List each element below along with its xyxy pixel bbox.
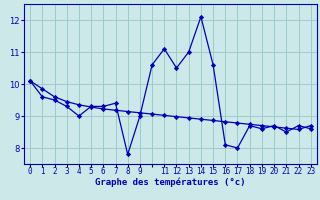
X-axis label: Graphe des températures (°c): Graphe des températures (°c) bbox=[95, 177, 246, 187]
